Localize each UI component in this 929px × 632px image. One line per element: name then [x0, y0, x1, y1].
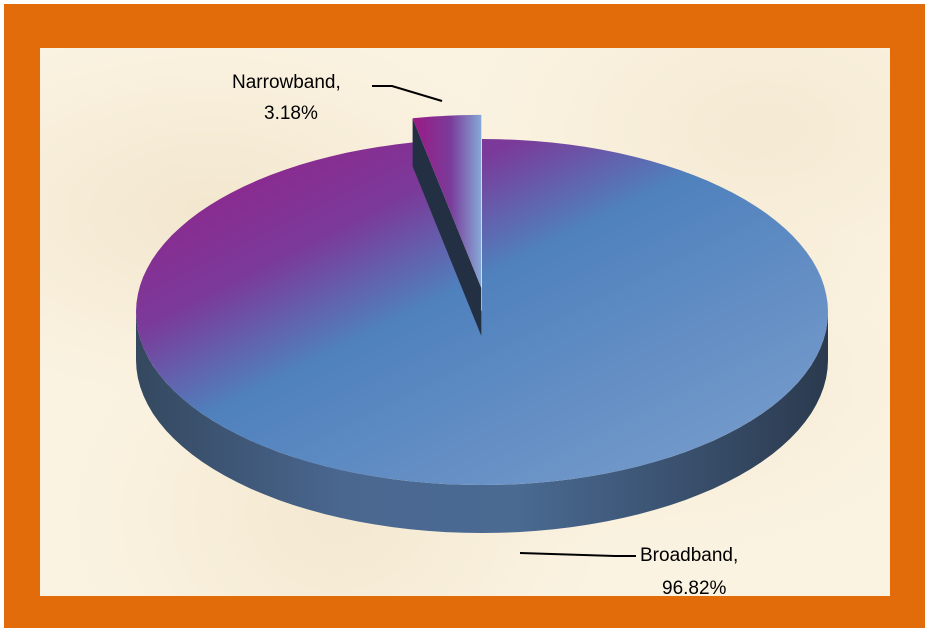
narrowband-leader [372, 85, 443, 102]
broadband-label: Broadband, [640, 545, 738, 566]
broadband-leader [519, 552, 636, 557]
broadband-pct: 96.82% [662, 578, 727, 599]
narrowband-slice [412, 114, 482, 288]
narrowband-label: Narrowband, [232, 72, 341, 93]
narrowband-cut-face [412, 118, 482, 336]
broadband-slice [136, 139, 828, 485]
broadband-side [136, 312, 828, 533]
narrowband-pct: 3.18% [264, 103, 318, 124]
